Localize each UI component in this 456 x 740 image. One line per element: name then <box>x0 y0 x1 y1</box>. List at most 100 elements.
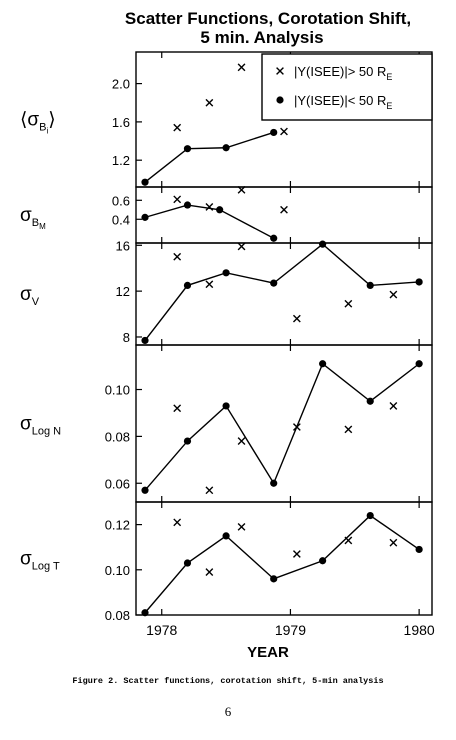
figure-caption: Figure 2. Scatter functions, corotation … <box>72 676 384 686</box>
cross-stroke <box>173 195 182 204</box>
y-label-subscript: Log T <box>32 561 60 573</box>
data-point-dot <box>270 575 278 583</box>
y-axis-label: σLog T <box>20 549 60 573</box>
data-point-cross <box>205 280 214 289</box>
y-label-symbol: σ <box>20 549 32 570</box>
panel-2: 8 12 16 σV <box>20 238 433 346</box>
data-point-dot <box>270 479 278 487</box>
cross-stroke <box>344 299 353 308</box>
legend-box <box>261 53 433 121</box>
cross-stroke <box>389 290 398 299</box>
legend-label: |Y(ISEE)|< 50 RE <box>294 93 392 111</box>
legend-label-subscript: E <box>386 101 392 111</box>
chart-legend: |Y(ISEE)|> 50 RE|Y(ISEE)|< 50 RE <box>261 53 433 121</box>
y-label-subscript: B <box>39 122 46 134</box>
y-tick-label: 0.08 <box>105 608 130 623</box>
data-point-dot <box>183 559 192 567</box>
data-point-cross <box>292 314 301 323</box>
data-point-cross <box>173 195 182 204</box>
data-point-dot <box>270 234 278 242</box>
data-point-dot <box>183 201 192 209</box>
panel-frame <box>135 501 433 616</box>
data-point-dot <box>415 545 423 554</box>
cross-stroke <box>205 568 214 576</box>
x-tick-label: 1980 <box>404 622 435 638</box>
y-tick-label: 12 <box>116 284 130 299</box>
cross-stroke <box>173 252 182 261</box>
data-point-cross <box>344 299 353 308</box>
series-line <box>144 362 420 491</box>
cross-stroke <box>237 63 246 72</box>
data-point-dot <box>183 281 192 290</box>
y-label-subsubscript: M <box>39 222 46 231</box>
panel-frame <box>135 344 433 503</box>
legend-cross-marker <box>276 67 284 75</box>
data-point-dot <box>319 557 327 565</box>
data-point-dot <box>141 178 149 186</box>
y-tick-label: 0.10 <box>105 563 130 578</box>
cross-stroke <box>173 123 182 132</box>
y-tick-label: 0.08 <box>105 429 130 444</box>
data-point-dot <box>141 486 149 494</box>
cross-stroke <box>205 203 214 211</box>
data-point-cross <box>205 486 214 495</box>
cross-stroke <box>237 185 246 194</box>
panel-4: 0.08 0.10 0.12 σLog T <box>20 501 433 623</box>
y-tick-label: 0.6 <box>112 193 130 208</box>
data-point-dot <box>141 213 149 221</box>
y-label-symbol: σ <box>27 110 39 131</box>
y-label-subscript: B <box>32 217 39 229</box>
data-point-dot <box>415 278 423 286</box>
series-line <box>144 204 275 239</box>
y-label-symbol: σ <box>20 284 32 305</box>
y-tick-label: 1.2 <box>112 153 130 168</box>
cross-stroke <box>344 536 353 545</box>
y-label-bracket: ⟨ <box>20 110 27 131</box>
data-point-cross <box>344 425 353 434</box>
y-tick-label: 1.6 <box>112 115 130 130</box>
legend-dot-marker <box>276 96 284 104</box>
y-axis-label: ⟨σBi⟩ <box>20 110 56 136</box>
panel-1: 0.4 0.6 σBM <box>20 185 433 244</box>
data-point-cross <box>237 63 246 72</box>
y-tick-label: 0.06 <box>105 476 130 491</box>
panel-frame <box>135 186 433 244</box>
page-number: 6 <box>224 704 232 719</box>
panel-3: 0.06 0.08 0.10 σLog N <box>20 344 433 503</box>
chart-title-line-2: 5 min. Analysis <box>200 28 323 47</box>
data-point-cross <box>237 185 246 194</box>
series-line <box>144 243 420 341</box>
data-point-dot <box>183 145 192 153</box>
data-point-cross <box>173 123 182 132</box>
data-point-cross <box>389 538 398 547</box>
data-point-cross <box>280 127 288 136</box>
cross-stroke <box>344 425 353 434</box>
y-tick-label: 0.12 <box>105 518 130 533</box>
cross-stroke <box>173 518 182 527</box>
y-tick-label: 0.4 <box>112 212 130 227</box>
data-point-dot <box>270 279 278 287</box>
data-point-cross <box>173 404 182 413</box>
cross-stroke <box>292 314 301 323</box>
x-axis-label: YEAR <box>247 644 289 661</box>
legend-label-subscript: E <box>386 72 392 82</box>
x-tick-label: 1978 <box>146 622 177 638</box>
data-point-cross <box>280 205 288 214</box>
cross-stroke <box>205 98 214 107</box>
data-point-cross <box>173 518 182 527</box>
data-point-cross <box>205 568 214 576</box>
y-label-symbol: σ <box>20 414 32 435</box>
y-tick-label: 2.0 <box>112 77 130 92</box>
cross-stroke <box>280 127 288 136</box>
y-tick-label: 16 <box>116 238 130 253</box>
x-tick-label: 1979 <box>275 622 306 638</box>
data-point-dot <box>222 532 230 540</box>
cross-stroke <box>205 280 214 289</box>
data-point-dot <box>141 609 149 617</box>
y-axis-label: σLog N <box>20 414 61 438</box>
data-point-cross <box>292 550 301 558</box>
cross-stroke <box>237 242 246 251</box>
y-label-bracket: ⟩ <box>48 110 55 131</box>
data-point-dot <box>366 397 374 405</box>
cross-stroke <box>205 486 214 495</box>
